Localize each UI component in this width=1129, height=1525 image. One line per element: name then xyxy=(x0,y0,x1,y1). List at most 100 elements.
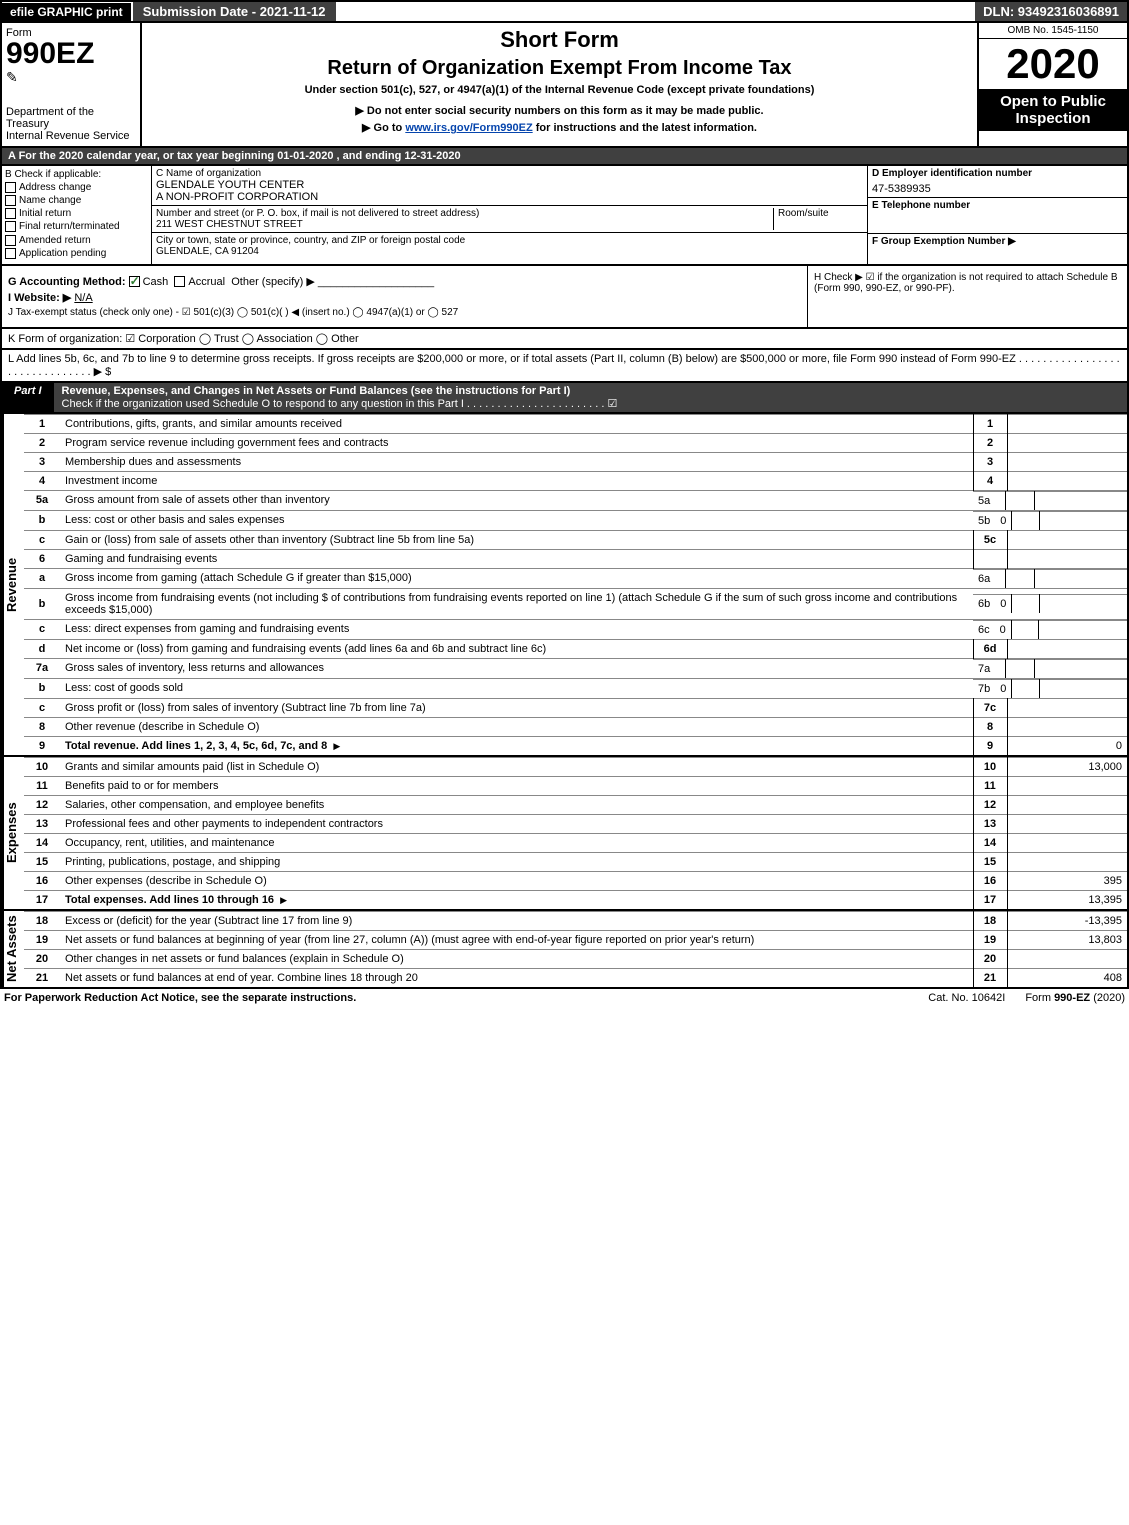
line-1: 1Contributions, gifts, grants, and simil… xyxy=(24,414,1127,433)
form-header: Form 990EZ ✎ Department of the Treasury … xyxy=(0,23,1129,148)
line-12-side: 12 xyxy=(973,795,1007,814)
box-e-label: E Telephone number xyxy=(868,197,1127,213)
footer-right-prefix: Form xyxy=(1025,992,1054,1004)
chk-name-change[interactable]: Name change xyxy=(5,195,148,206)
top-bar: efile GRAPHIC print Submission Date - 20… xyxy=(0,0,1129,23)
chk-final-return[interactable]: Final return/terminated xyxy=(5,221,148,232)
line-11-num: 11 xyxy=(24,776,60,795)
line-15-text: Printing, publications, postage, and shi… xyxy=(60,852,973,871)
line-5a-mini-amt xyxy=(995,491,1006,510)
gray-6b-amt xyxy=(1039,595,1127,614)
line-1-text: Contributions, gifts, grants, and simila… xyxy=(60,414,973,433)
expenses-section: Expenses 10Grants and similar amounts pa… xyxy=(0,757,1129,911)
gray-5b-amt xyxy=(1039,511,1127,530)
line-4-text: Investment income xyxy=(60,471,973,490)
arrow-icon-17 xyxy=(277,894,290,906)
line-3-side: 3 xyxy=(973,452,1007,471)
line-14: 14Occupancy, rent, utilities, and mainte… xyxy=(24,833,1127,852)
line-6c-text: Less: direct expenses from gaming and fu… xyxy=(65,623,349,635)
ein-value: 47-5389935 xyxy=(868,181,1127,197)
efile-print-button[interactable]: efile GRAPHIC print xyxy=(2,3,131,21)
footer-left: For Paperwork Reduction Act Notice, see … xyxy=(4,992,356,1004)
i-label: I Website: ▶ xyxy=(8,292,71,304)
line-20-amt xyxy=(1007,949,1127,968)
footer-right-form: 990-EZ xyxy=(1054,992,1090,1004)
gray-6c xyxy=(1011,620,1038,639)
line-16-amt: 395 xyxy=(1007,871,1127,890)
goto-prefix: ▶ Go to xyxy=(362,122,405,134)
line-7b-mini-amt: 0 xyxy=(995,679,1012,698)
chk-amended-return[interactable]: Amended return xyxy=(5,235,148,246)
chk-accrual[interactable] xyxy=(174,276,185,287)
chk-initial-return[interactable]: Initial return xyxy=(5,208,148,219)
line-g: G Accounting Method: Cash Accrual Other … xyxy=(8,275,801,288)
footer-right-suffix: (2020) xyxy=(1090,992,1125,1004)
line-l: L Add lines 5b, 6c, and 7b to line 9 to … xyxy=(0,350,1129,383)
line-7c-num: c xyxy=(24,698,60,717)
chk-amended-return-label: Amended return xyxy=(19,235,91,246)
department-label: Department of the Treasury xyxy=(6,106,136,130)
line-5c-amt xyxy=(1007,530,1127,549)
line-10: 10Grants and similar amounts paid (list … xyxy=(24,757,1127,776)
line-2-num: 2 xyxy=(24,433,60,452)
line-6d-num: d xyxy=(24,639,60,658)
line-17-num: 17 xyxy=(24,890,60,909)
g-cash-label: Cash xyxy=(143,276,169,288)
line-21-text: Net assets or fund balances at end of ye… xyxy=(60,968,973,987)
gray-6-amt xyxy=(1007,549,1127,568)
line-10-amt: 13,000 xyxy=(1007,757,1127,776)
chk-cash[interactable] xyxy=(129,276,140,287)
footer-mid: Cat. No. 10642I xyxy=(928,992,1005,1004)
chk-final-return-label: Final return/terminated xyxy=(19,222,120,233)
line-8-side: 8 xyxy=(973,717,1007,736)
gray-6a-amt xyxy=(1034,569,1127,588)
line-j: J Tax-exempt status (check only one) - ☑… xyxy=(8,307,801,318)
line-12: 12Salaries, other compensation, and empl… xyxy=(24,795,1127,814)
form-number: 990EZ xyxy=(6,39,136,69)
line-11-text: Benefits paid to or for members xyxy=(60,776,973,795)
line-9-amt: 0 xyxy=(1007,736,1127,755)
line-14-num: 14 xyxy=(24,833,60,852)
ssn-warning: ▶ Do not enter social security numbers o… xyxy=(146,104,973,117)
gray-7a xyxy=(1006,659,1034,678)
line-4-num: 4 xyxy=(24,471,60,490)
part-1-subtitle: Check if the organization used Schedule … xyxy=(62,397,1119,410)
open-to-public: Open to Public Inspection xyxy=(979,89,1127,131)
line-13-amt xyxy=(1007,814,1127,833)
line-3-num: 3 xyxy=(24,452,60,471)
arrow-icon xyxy=(330,740,343,752)
line-8-amt xyxy=(1007,717,1127,736)
line-12-text: Salaries, other compensation, and employ… xyxy=(60,795,973,814)
line-15-num: 15 xyxy=(24,852,60,871)
gray-7b xyxy=(1012,679,1039,698)
line-6b: bGross income from fundraising events (n… xyxy=(24,588,1127,619)
line-2-amt xyxy=(1007,433,1127,452)
line-5a-mini-num: 5a xyxy=(973,491,995,510)
line-8-num: 8 xyxy=(24,717,60,736)
irs-link[interactable]: www.irs.gov/Form990EZ xyxy=(405,122,532,134)
watermark-icon: ✎ xyxy=(6,69,136,86)
line-2-side: 2 xyxy=(973,433,1007,452)
line-6b-num: b xyxy=(24,588,60,619)
net-assets-section: Net Assets 18Excess or (deficit) for the… xyxy=(0,911,1129,989)
main-title: Return of Organization Exempt From Incom… xyxy=(146,57,973,80)
line-10-text: Grants and similar amounts paid (list in… xyxy=(60,757,973,776)
gray-6b xyxy=(1012,595,1039,614)
line-11-side: 11 xyxy=(973,776,1007,795)
website-value: N/A xyxy=(74,292,92,304)
line-20-side: 20 xyxy=(973,949,1007,968)
line-6c-mini-amt: 0 xyxy=(995,620,1012,639)
chk-name-change-label: Name change xyxy=(19,195,81,206)
line-5a-num: 5a xyxy=(24,490,60,510)
chk-address-change[interactable]: Address change xyxy=(5,182,148,193)
line-21-amt: 408 xyxy=(1007,968,1127,987)
gray-7b-amt xyxy=(1039,679,1127,698)
chk-application-pending[interactable]: Application pending xyxy=(5,248,148,259)
line-20-num: 20 xyxy=(24,949,60,968)
line-18-amt: -13,395 xyxy=(1007,911,1127,930)
line-5b-mini-amt: 0 xyxy=(995,511,1012,530)
line-6a-num: a xyxy=(24,568,60,588)
line-7c-text: Gross profit or (loss) from sales of inv… xyxy=(60,698,973,717)
line-19-side: 19 xyxy=(973,930,1007,949)
line-7a-mini-amt xyxy=(995,659,1006,678)
